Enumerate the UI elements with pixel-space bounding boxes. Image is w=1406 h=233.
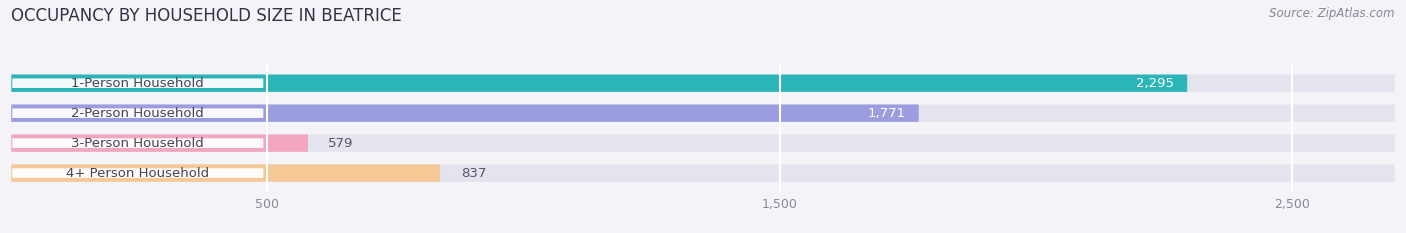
FancyBboxPatch shape (11, 104, 1395, 122)
FancyBboxPatch shape (11, 75, 1187, 92)
FancyBboxPatch shape (11, 164, 440, 182)
FancyBboxPatch shape (11, 75, 1395, 92)
FancyBboxPatch shape (11, 104, 918, 122)
FancyBboxPatch shape (13, 138, 263, 148)
Text: 3-Person Household: 3-Person Household (72, 137, 204, 150)
Text: 579: 579 (329, 137, 354, 150)
Text: 837: 837 (461, 167, 486, 180)
FancyBboxPatch shape (11, 134, 308, 152)
Text: 1,771: 1,771 (868, 107, 905, 120)
FancyBboxPatch shape (13, 168, 263, 178)
Text: 4+ Person Household: 4+ Person Household (66, 167, 209, 180)
FancyBboxPatch shape (13, 79, 263, 88)
Text: 2-Person Household: 2-Person Household (72, 107, 204, 120)
FancyBboxPatch shape (13, 108, 263, 118)
Text: OCCUPANCY BY HOUSEHOLD SIZE IN BEATRICE: OCCUPANCY BY HOUSEHOLD SIZE IN BEATRICE (11, 7, 402, 25)
Text: 1-Person Household: 1-Person Household (72, 77, 204, 90)
FancyBboxPatch shape (11, 164, 1395, 182)
Text: 2,295: 2,295 (1136, 77, 1174, 90)
FancyBboxPatch shape (11, 134, 1395, 152)
Text: Source: ZipAtlas.com: Source: ZipAtlas.com (1270, 7, 1395, 20)
